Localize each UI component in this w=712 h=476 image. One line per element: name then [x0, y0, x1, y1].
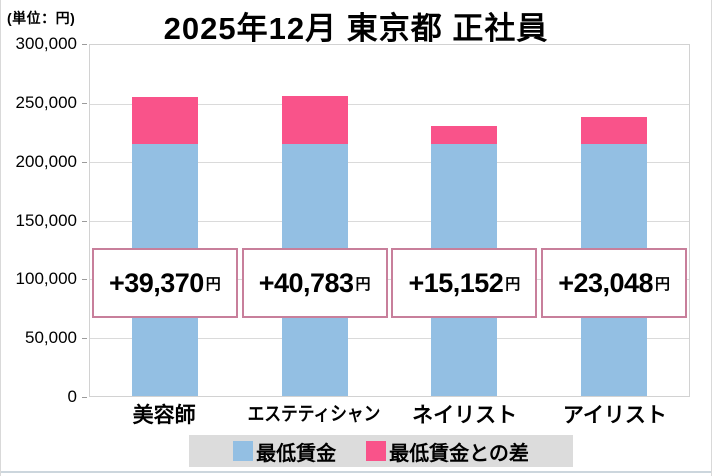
legend-label: 最低賃金	[256, 442, 337, 465]
y-tick-label: 100,000	[15, 269, 77, 289]
yen-suffix: 円	[655, 275, 671, 293]
bar-segment-diff	[431, 125, 498, 144]
diff-label-box: +39,370 円	[91, 248, 238, 318]
bar-segment-diff	[581, 116, 648, 144]
x-category-label: 美容師	[132, 404, 196, 427]
diff-label-box: +23,048 円	[541, 248, 688, 318]
y-tick-label: 0	[67, 387, 77, 406]
x-axis-labels: 美容師 エステティシャン ネイリスト アイリスト	[89, 399, 690, 427]
y-axis: 300,000 250,000 200,000 150,000 100,000 50,00…	[1, 34, 87, 406]
chart-title: 2025年12月 東京都 正社員	[163, 11, 549, 46]
y-tick-mark	[82, 44, 87, 45]
yen-suffix: 円	[205, 275, 221, 293]
diff-label-box: +15,152 円	[391, 248, 538, 318]
y-tick-label: 200,000	[15, 151, 77, 171]
diff-label-box: +40,783 円	[241, 248, 388, 318]
y-tick-mark	[82, 102, 87, 104]
diff-value: +23,048	[558, 267, 654, 298]
yen-suffix: 円	[505, 275, 521, 293]
plot-area: +39,370 円 +40,783 円 +15,152 円 +23,048 円	[89, 44, 690, 397]
legend-item: 最低賃金	[233, 437, 336, 466]
legend-item: 最低賃金との差	[366, 437, 529, 466]
y-tick-mark	[82, 338, 87, 340]
legend-swatch	[233, 441, 254, 461]
gridline	[90, 162, 689, 163]
gridline	[90, 103, 689, 105]
chart-legend: 最低賃金 最低賃金との差	[189, 435, 573, 467]
bar-segment-diff	[281, 95, 348, 144]
gridline	[90, 220, 689, 222]
y-tick-mark	[82, 161, 87, 163]
gridline	[90, 279, 689, 280]
diff-value: +39,370	[108, 267, 204, 298]
y-tick-label: 50,000	[25, 328, 77, 348]
y-tick-mark	[82, 279, 87, 281]
bottom-divider	[1, 471, 711, 473]
yen-suffix: 円	[355, 275, 371, 293]
diff-value: +40,783	[258, 267, 354, 298]
y-tick-mark	[82, 397, 87, 398]
gridline	[90, 337, 689, 339]
y-tick-label: 150,000	[15, 210, 77, 230]
legend-swatch	[366, 441, 387, 461]
unit-label: (単位：円)	[7, 10, 76, 26]
y-tick-mark	[82, 220, 87, 222]
x-category-label: ネイリスト	[412, 404, 518, 427]
y-tick-label: 250,000	[15, 92, 77, 112]
x-category-label: エステティシャン	[247, 404, 381, 425]
diff-value: +15,152	[408, 267, 504, 298]
y-tick-label: 300,000	[15, 34, 77, 53]
legend-label: 最低賃金との差	[389, 442, 529, 465]
bar-segment-diff	[131, 97, 198, 144]
x-category-label: アイリスト	[562, 404, 667, 427]
